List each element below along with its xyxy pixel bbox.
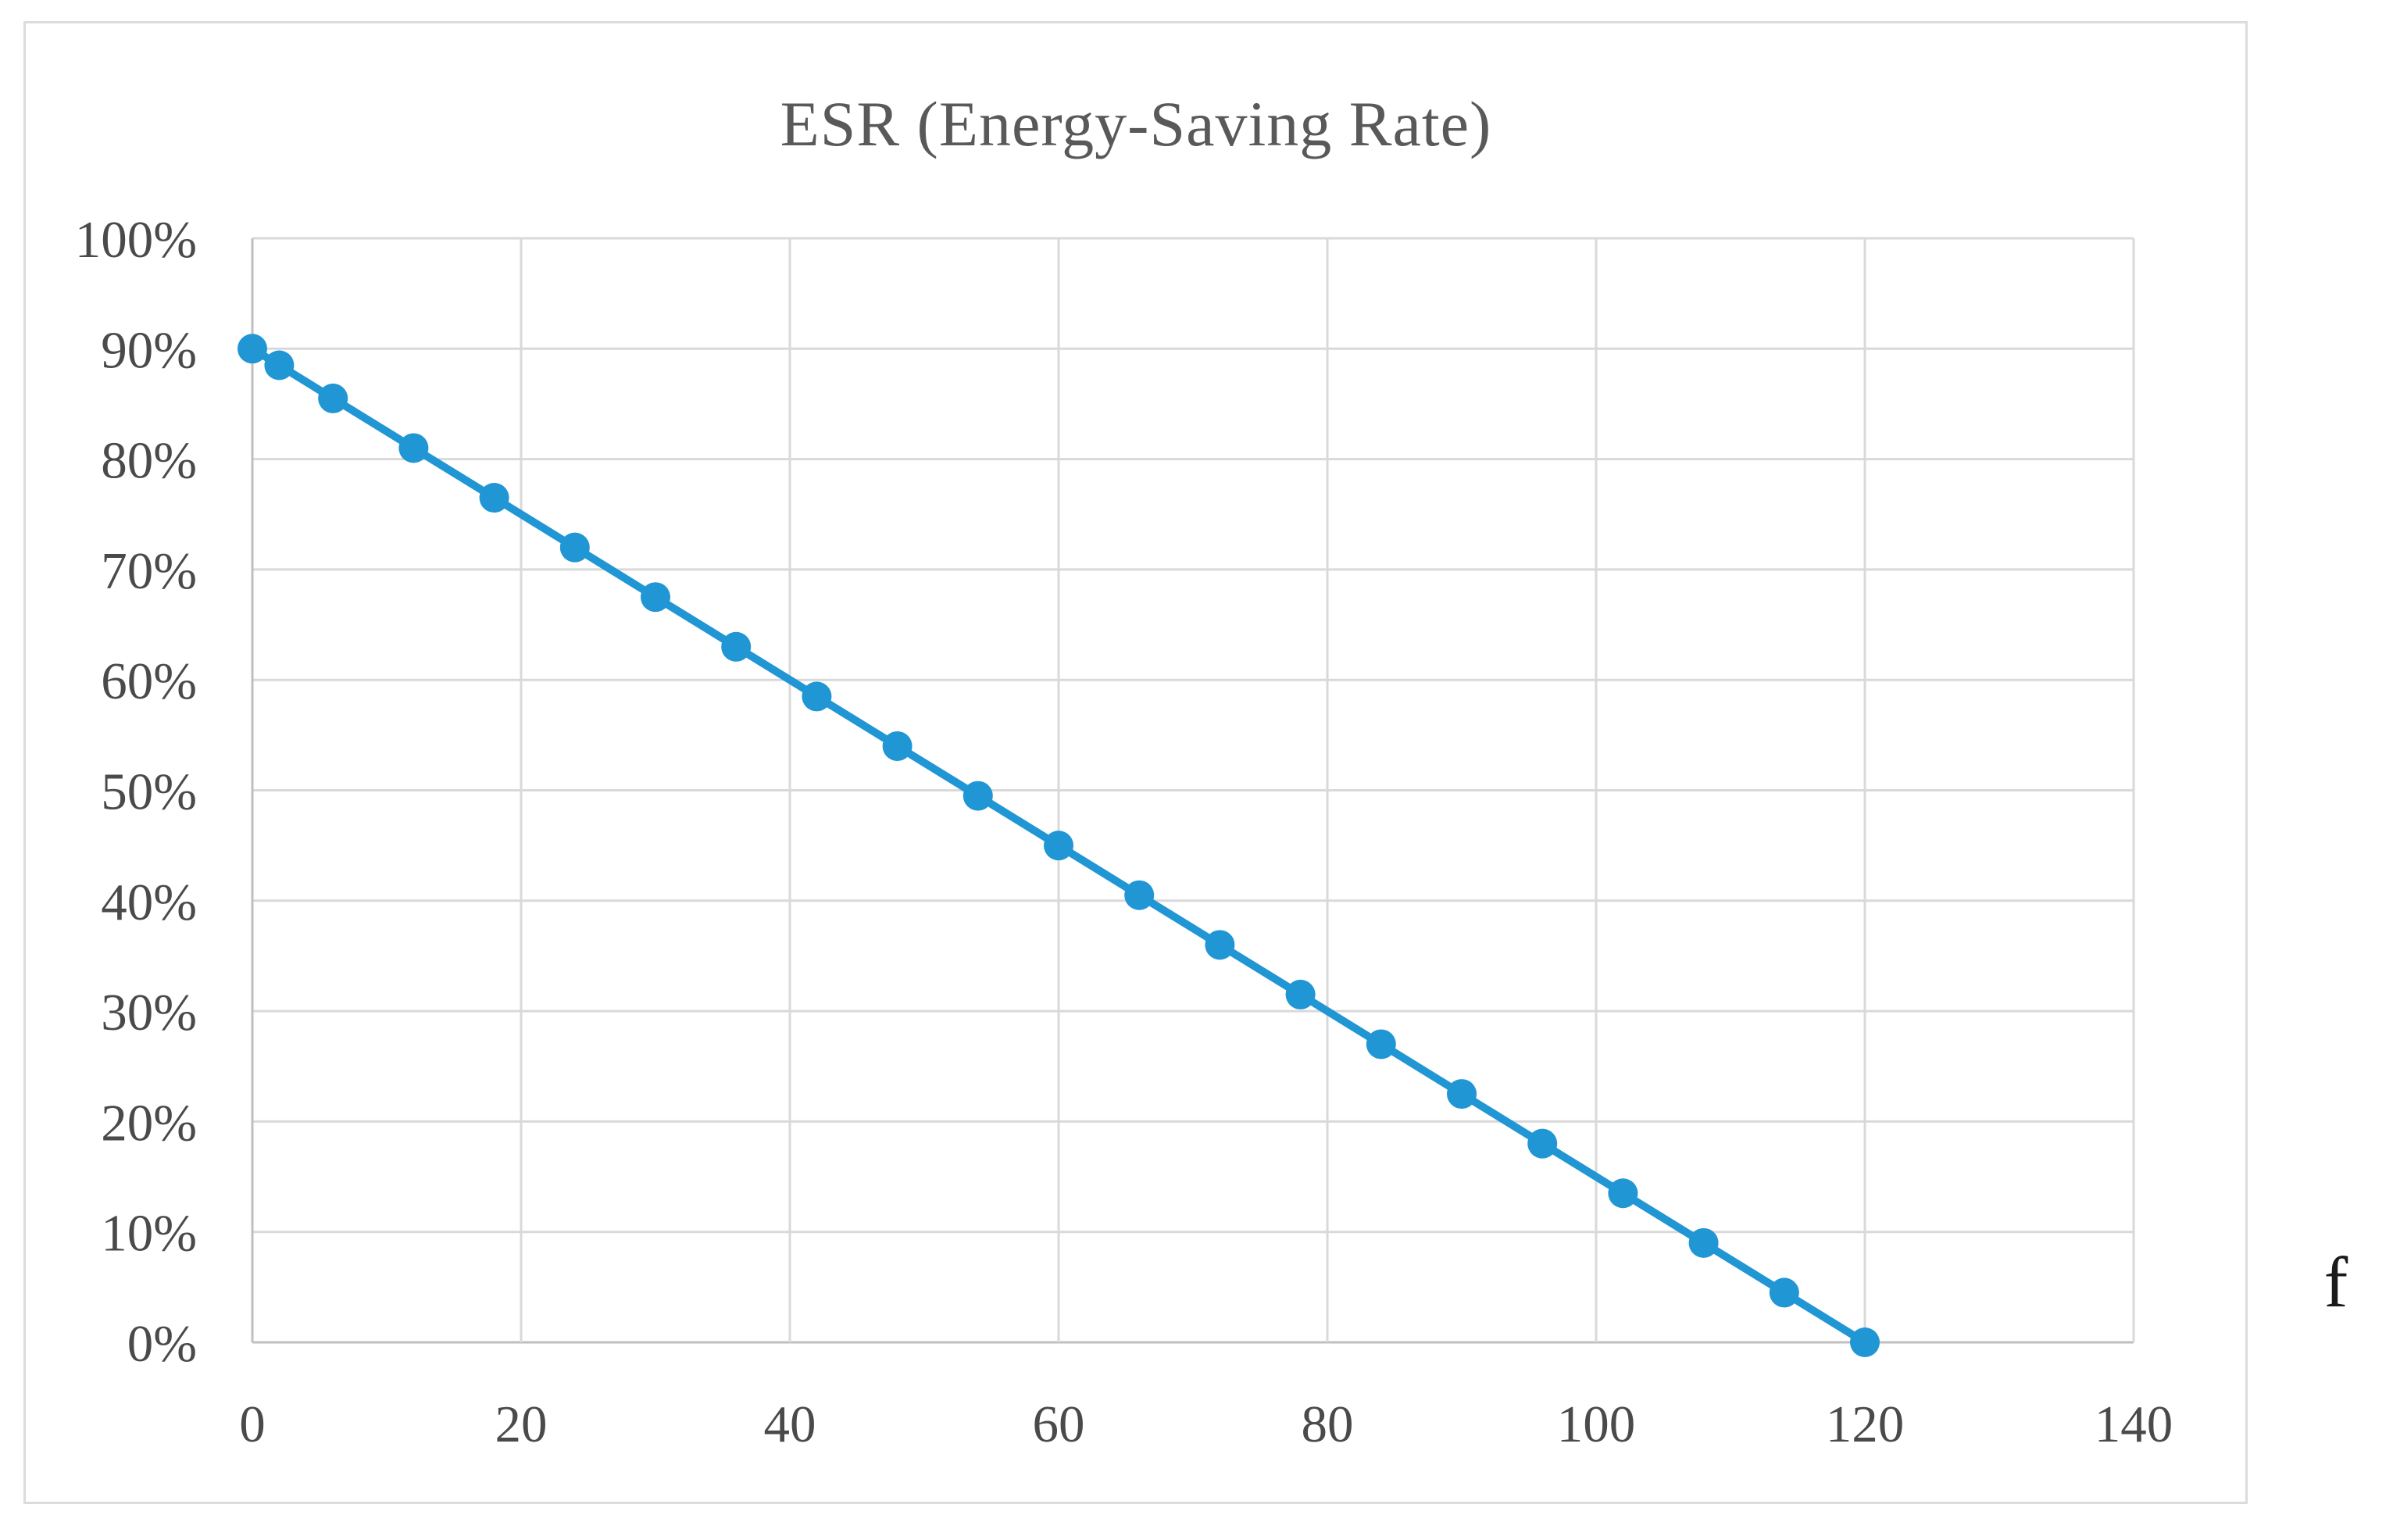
data-point-marker bbox=[1044, 831, 1073, 861]
data-point-marker bbox=[882, 731, 913, 761]
data-point-marker bbox=[238, 334, 267, 364]
y-tick-label: 50% bbox=[101, 763, 197, 821]
y-tick-label: 90% bbox=[101, 321, 197, 379]
data-point-marker bbox=[1447, 1079, 1477, 1109]
data-point-marker bbox=[1124, 880, 1155, 910]
x-tick-label: 140 bbox=[2095, 1395, 2173, 1453]
data-point-marker bbox=[963, 781, 993, 811]
data-point-marker bbox=[1688, 1227, 1719, 1258]
x-tick-label: 100 bbox=[1557, 1395, 1636, 1453]
y-tick-label: 70% bbox=[101, 542, 197, 600]
y-tick-label: 0% bbox=[127, 1315, 197, 1373]
data-point-marker bbox=[1205, 930, 1235, 960]
y-tick-label: 20% bbox=[101, 1094, 197, 1152]
esr-series-line bbox=[248, 345, 1869, 1346]
data-point-marker bbox=[1527, 1128, 1558, 1159]
x-axis-variable-label: f bbox=[2323, 1242, 2348, 1322]
y-tick-label: 60% bbox=[101, 652, 197, 710]
data-point-marker bbox=[1285, 979, 1316, 1009]
y-tick-label: 40% bbox=[101, 874, 197, 931]
y-tick-label: 10% bbox=[101, 1205, 197, 1263]
data-point-marker bbox=[398, 433, 429, 463]
y-tick-label: 100% bbox=[75, 211, 197, 269]
x-tick-label: 40 bbox=[764, 1395, 816, 1453]
data-point-marker bbox=[559, 532, 590, 563]
data-point-marker bbox=[721, 631, 752, 662]
x-tick-label: 0 bbox=[239, 1395, 266, 1453]
data-point-marker bbox=[1608, 1178, 1638, 1209]
data-point-marker bbox=[1366, 1029, 1396, 1059]
y-tick-label: 80% bbox=[101, 432, 197, 490]
chart-area bbox=[23, 21, 2248, 1504]
data-point-marker bbox=[479, 483, 509, 513]
data-point-marker bbox=[318, 383, 348, 413]
data-point-marker bbox=[802, 681, 832, 712]
x-tick-label: 20 bbox=[495, 1395, 548, 1453]
x-tick-label: 60 bbox=[1033, 1395, 1085, 1453]
x-tick-label: 120 bbox=[1826, 1395, 1905, 1453]
x-tick-label: 80 bbox=[1302, 1395, 1354, 1453]
data-point-marker bbox=[641, 582, 670, 613]
data-point-marker bbox=[264, 350, 295, 381]
data-point-marker bbox=[1850, 1327, 1880, 1357]
data-point-marker bbox=[1769, 1277, 1799, 1308]
chart-title: ESR (Energy-Saving Rate) bbox=[780, 88, 1492, 159]
y-tick-label: 30% bbox=[101, 984, 197, 1042]
